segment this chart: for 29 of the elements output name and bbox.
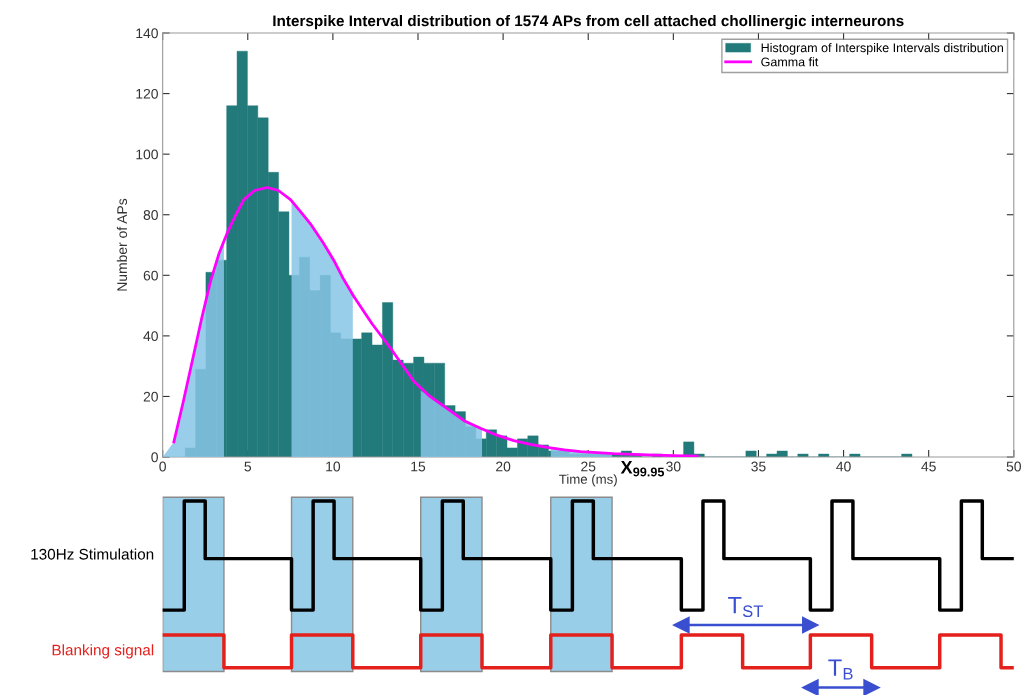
legend-label: Histogram of Interspike Intervals distribution <box>761 43 1003 55</box>
x-tick-label: 45 <box>921 461 936 472</box>
y-tick-label: 120 <box>136 88 158 99</box>
x-tick-label: 15 <box>411 461 426 472</box>
y-tick-label: 20 <box>143 391 158 402</box>
y-tick-label: 100 <box>136 149 158 160</box>
legend-label: Gamma fit <box>761 57 819 67</box>
chart-title: Interspike Interval distribution of 1574 APs from cell attached chollinergic interneurons <box>273 15 904 30</box>
y-tick-label: 40 <box>143 331 158 342</box>
y-tick-label: 140 <box>136 28 158 39</box>
x-tick-label: 25 <box>581 461 596 472</box>
x-tick-label: 30 <box>666 461 681 472</box>
x-tick-label: 20 <box>496 461 511 472</box>
x-tick-label: 50 <box>1006 461 1021 472</box>
series-label: Blanking signal <box>52 644 154 659</box>
y-axis-title: Number of APs <box>116 198 128 291</box>
y-tick-label: 80 <box>143 210 158 220</box>
x-tick-label: 10 <box>326 461 341 472</box>
annotation: T$_{B}$ <box>828 659 853 680</box>
x-tick-label: 5 <box>244 461 252 472</box>
x-axis-title: Time (ms) <box>559 474 617 487</box>
x-tick-label: 35 <box>751 461 766 472</box>
annotation: T$_{ST}$ <box>728 596 763 618</box>
text: 130Hz Stimulation <box>31 548 154 560</box>
x-tick-label: 0 <box>159 461 166 472</box>
y-tick-label: 60 <box>143 270 158 281</box>
y-tick-label: 0 <box>151 452 158 463</box>
text: X$_{99.95}$ <box>620 461 665 477</box>
x-tick-label: 40 <box>836 461 851 472</box>
